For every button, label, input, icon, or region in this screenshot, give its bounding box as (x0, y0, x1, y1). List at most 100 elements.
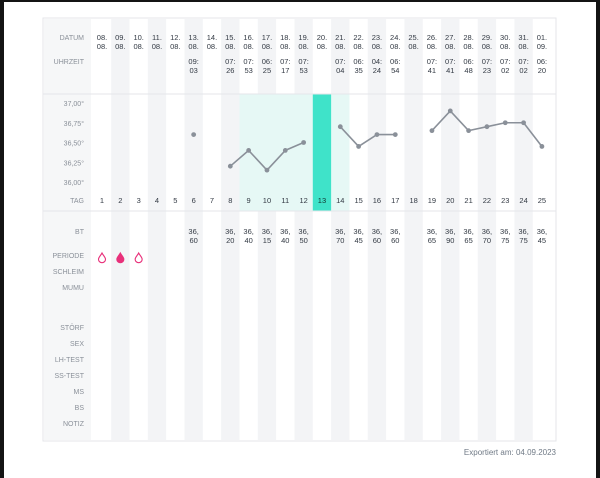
temperature-point[interactable] (227, 163, 233, 169)
column-shade (477, 19, 497, 440)
row-label-ss_test: SS-TEST (54, 373, 84, 380)
bt-value: 36, (225, 227, 235, 236)
day-number: 17 (391, 196, 399, 205)
temperature-point[interactable] (502, 120, 508, 126)
y-tick-label: 36,00° (64, 179, 85, 187)
temperature-point[interactable] (282, 148, 288, 153)
period-drop-icon (134, 251, 143, 264)
date-label: 25. (408, 33, 418, 42)
temperature-point[interactable] (539, 144, 545, 149)
column-shade (367, 19, 387, 440)
bt-value: 90 (446, 236, 454, 245)
row-label-lh_test: LH-TEST (55, 357, 85, 364)
bt-value: 36, (298, 227, 308, 236)
bt-value: 36, (537, 227, 547, 236)
row-label-bt: BT (75, 229, 85, 236)
cycle-sheet: DATUM UHRZEIT TAG BT PERIODE SCHLEIM MUMU STÖRF… (4, 2, 596, 478)
row-label-mumu: MUMU (62, 285, 84, 292)
bt-value: 60 (373, 236, 381, 245)
date-label: 11. (152, 33, 162, 42)
temperature-line-segment (449, 110, 470, 132)
period-drop-icon (116, 251, 125, 264)
temperature-point[interactable] (484, 124, 490, 130)
temperature-point[interactable] (356, 144, 362, 149)
date-label: 13. (188, 33, 198, 42)
temperature-line-segment (431, 110, 451, 132)
day-number: 18 (409, 196, 417, 205)
time-label: 06: (353, 57, 363, 66)
date-label: 08. (225, 42, 235, 51)
bt-value: 75 (519, 236, 527, 245)
temperature-point[interactable] (301, 140, 307, 145)
fertile-window (239, 94, 350, 211)
time-label: 48 (464, 66, 472, 75)
date-label: 08. (97, 42, 107, 51)
bt-value: 36, (518, 227, 528, 236)
day-number: 21 (464, 196, 472, 205)
time-label: 07: (445, 57, 455, 66)
date-label: 08. (463, 42, 473, 51)
bt-value: 45 (538, 236, 546, 245)
time-label: 07: (335, 57, 345, 66)
date-label: 08. (372, 42, 382, 51)
day-number: 5 (173, 196, 177, 205)
temperature-point[interactable] (429, 128, 435, 134)
temperature-point[interactable] (447, 108, 453, 114)
bt-value: 45 (354, 236, 362, 245)
time-label: 07: (225, 57, 235, 66)
date-label: 17. (262, 33, 272, 42)
date-label: 23. (372, 33, 382, 42)
date-label: 21. (335, 33, 345, 42)
bt-value: 15 (263, 236, 271, 245)
date-label: 08. (427, 42, 437, 51)
time-label: 07: (500, 57, 510, 66)
bt-value: 75 (501, 236, 509, 245)
time-label: 24 (373, 66, 381, 75)
bt-value: 36, (188, 227, 198, 236)
date-label: 08. (152, 42, 162, 51)
y-tick-label: 36,25° (64, 159, 85, 167)
date-label: 08. (262, 42, 272, 51)
time-label: 06: (537, 57, 547, 66)
date-label: 08. (408, 42, 418, 51)
bt-value: 65 (428, 236, 436, 245)
temperature-point[interactable] (264, 167, 270, 173)
day-number: 2 (118, 196, 122, 205)
date-label: 27. (445, 33, 455, 42)
temperature-point[interactable] (392, 132, 398, 138)
date-label: 30. (500, 33, 510, 42)
bt-value: 40 (244, 236, 252, 245)
date-label: 08. (353, 42, 363, 51)
temperature-point[interactable] (374, 132, 380, 138)
date-label: 08. (390, 42, 400, 51)
temperature-point[interactable] (246, 148, 252, 153)
temperature-line-segment (284, 141, 304, 152)
time-label: 26 (226, 66, 234, 75)
date-label: 08. (518, 42, 528, 51)
date-label: 18. (280, 33, 290, 42)
time-label: 04: (372, 57, 382, 66)
label-column-bg (44, 19, 91, 440)
date-label: 08. (188, 42, 198, 51)
date-label: 08. (280, 42, 290, 51)
date-label: 08. (298, 42, 308, 51)
time-label: 25 (263, 66, 271, 75)
period-drop-icon (97, 251, 107, 264)
date-label: 08. (482, 42, 492, 51)
row-label-datum: DATUM (60, 35, 85, 42)
temperature-point[interactable] (521, 120, 526, 126)
day-number: 20 (446, 196, 454, 205)
time-label: 17 (281, 66, 289, 75)
temperature-line-segment (522, 122, 543, 147)
temperature-point[interactable] (191, 132, 197, 138)
row-label-bs: BS (75, 405, 85, 412)
time-label: 41 (428, 66, 436, 75)
temperature-line-segment (468, 125, 488, 132)
row-label-tag: TAG (70, 198, 84, 205)
date-label: 09. (115, 33, 125, 42)
day-number: 8 (228, 196, 232, 205)
temperature-point[interactable] (337, 124, 343, 130)
row-label-notiz: NOTIZ (63, 421, 85, 428)
temperature-point[interactable] (466, 128, 471, 134)
time-label: 09: (188, 57, 198, 66)
